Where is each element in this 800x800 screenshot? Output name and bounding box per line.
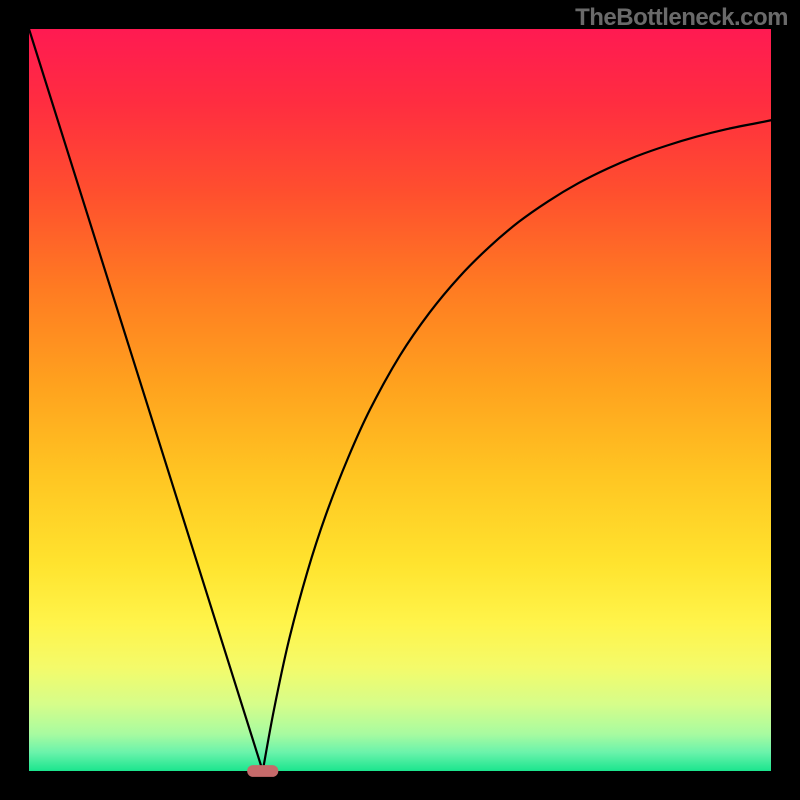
chart-container: TheBottleneck.com <box>0 0 800 800</box>
bottleneck-chart <box>0 0 800 800</box>
plot-background <box>29 29 771 771</box>
watermark-text: TheBottleneck.com <box>575 4 788 32</box>
optimal-point-marker <box>247 765 278 777</box>
